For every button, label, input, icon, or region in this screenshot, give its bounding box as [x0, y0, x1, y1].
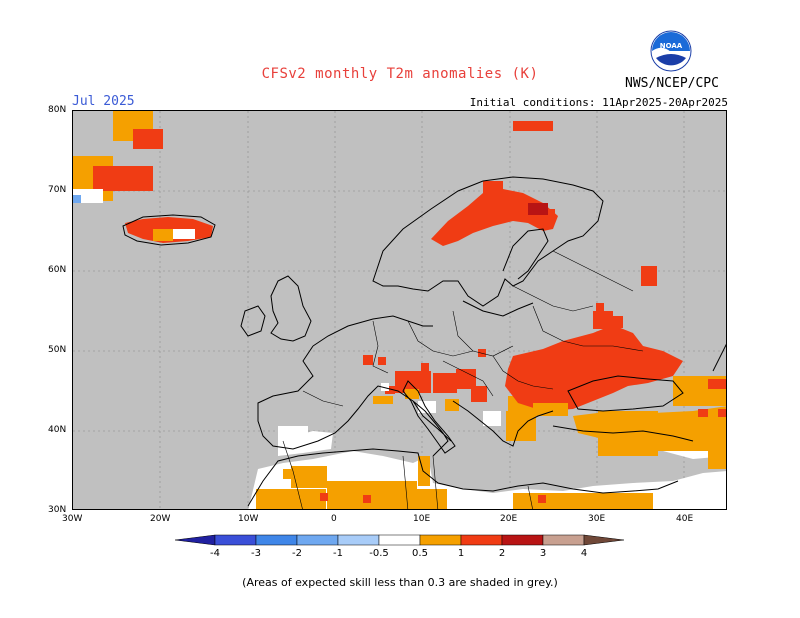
lon-label: 30W [62, 514, 83, 524]
balkans-warm [506, 403, 568, 441]
colorbar-cell [378, 534, 421, 546]
lat-label: 80N [48, 105, 67, 115]
scandinavia-hot [431, 181, 558, 246]
lat-label: 50N [48, 345, 67, 355]
lon-label: 20W [150, 514, 171, 524]
lat-label: 70N [48, 185, 67, 195]
noaa-logo-icon: NOAA [650, 30, 692, 72]
southern-europe-warm [373, 389, 459, 411]
colorbar-label: 2 [498, 548, 506, 559]
lon-label: 10W [238, 514, 259, 524]
lon-label: 0 [331, 514, 337, 524]
colorbar-cell [460, 534, 503, 546]
greenland-warm [73, 111, 553, 203]
skill-note: (Areas of expected skill less than 0.3 a… [242, 576, 558, 589]
colorbar-cell [296, 534, 339, 546]
anomaly-map [72, 110, 727, 510]
colorbar-label: -0.5 [369, 548, 389, 559]
colorbar [174, 534, 625, 546]
svg-text:NOAA: NOAA [660, 42, 683, 50]
colorbar-cell [255, 534, 298, 546]
colorbar-cell [419, 534, 462, 546]
country-borders [282, 250, 644, 509]
north-africa-hot [320, 493, 546, 503]
lat-label: 60N [48, 265, 67, 275]
map-canvas [73, 111, 726, 509]
initial-conditions: Initial conditions: 11Apr2025-20Apr2025 [469, 96, 728, 109]
colorbar-label: -1 [333, 548, 343, 559]
colorbar-label: -4 [210, 548, 220, 559]
colorbar-label: 4 [580, 548, 588, 559]
scandinavia-darkred [528, 203, 548, 215]
lon-label: 30E [588, 514, 606, 524]
iberia-neutral [278, 383, 501, 441]
colorbar-label: 0.5 [412, 548, 428, 559]
colorbar-cell [542, 534, 585, 546]
colorbar-cell [174, 534, 216, 546]
colorbar-label: -2 [292, 548, 302, 559]
colorbar-cell [501, 534, 544, 546]
colorbar-label: 1 [457, 548, 465, 559]
forecast-month: Jul 2025 [72, 94, 135, 109]
colorbar-cell [214, 534, 257, 546]
colorbar-cell [337, 534, 380, 546]
lat-label: 40N [48, 425, 67, 435]
southern-europe-hot [363, 355, 487, 402]
colorbar-cell [583, 534, 625, 546]
lon-label: 10E [413, 514, 431, 524]
eastern-europe-hot [478, 266, 726, 417]
colorbar-label: -3 [251, 548, 261, 559]
lon-label: 20E [500, 514, 518, 524]
agency-label: NWS/NCEP/CPC [625, 76, 719, 91]
colorbar-label: 3 [539, 548, 547, 559]
lon-label: 40E [676, 514, 694, 524]
lat-label: 30N [48, 505, 67, 515]
iceland-hot [125, 217, 213, 243]
map-title: CFSv2 monthly T2m anomalies (K) [261, 66, 539, 82]
